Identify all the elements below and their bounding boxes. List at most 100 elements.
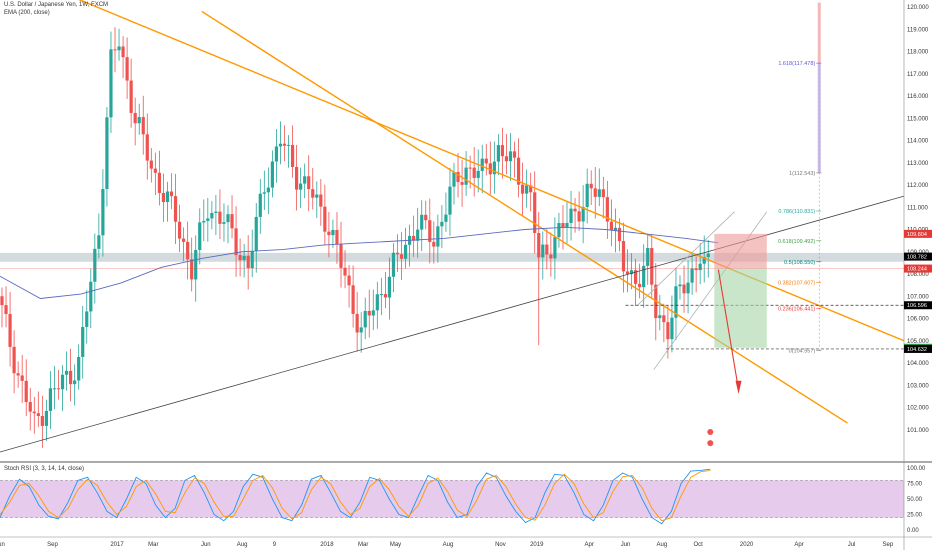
candle-body <box>182 238 186 242</box>
candle-body <box>93 248 97 282</box>
candle-body <box>165 191 170 203</box>
price-tick-label: 106.000 <box>907 317 929 323</box>
candle-body <box>270 161 274 188</box>
stoch-tick-label: 100.00 <box>907 466 926 472</box>
stoch-d-line <box>0 470 711 522</box>
candle-body <box>315 194 319 198</box>
time-tick-label: Apr <box>794 542 803 548</box>
price-background <box>0 0 904 461</box>
symbol-title: U.S. Dollar / Japanese Yen, 1W, FXCM <box>4 2 109 8</box>
candle-body <box>436 226 440 247</box>
candle-body <box>516 157 521 185</box>
candle-body <box>24 380 28 403</box>
fib-level-label: 0.382(107.607) <box>778 281 815 287</box>
price-label-text: 108.244 <box>907 267 927 273</box>
projection-arrowhead <box>735 380 742 395</box>
price-axis[interactable]: 101.000 102.000 103.000 104.000 105.000 106.0… <box>903 0 932 550</box>
candle-body <box>371 310 375 316</box>
candle-body <box>573 208 577 212</box>
candle-body <box>242 255 246 261</box>
candle-body <box>577 211 581 222</box>
candle-body <box>190 259 194 280</box>
candle-body <box>254 216 258 252</box>
candle-body <box>331 229 335 236</box>
candle-body <box>464 167 468 185</box>
candle-body <box>484 158 488 164</box>
fib-level-label: 0.5(108.550) <box>784 260 815 266</box>
candle-body <box>529 185 533 193</box>
candle-body <box>339 244 343 268</box>
price-tick-label: 108.000 <box>907 272 929 278</box>
candle-body <box>343 267 347 276</box>
candle-body <box>186 241 190 260</box>
candle-body <box>250 251 254 269</box>
candle-body <box>20 375 24 381</box>
candle-body <box>177 221 182 239</box>
candle-body <box>210 212 214 219</box>
time-tick-label: Jun <box>621 542 631 548</box>
candle-body <box>16 373 20 376</box>
candle-body <box>597 189 601 197</box>
candle-body <box>702 257 706 264</box>
candle-body <box>561 223 565 228</box>
candle-body <box>282 143 287 146</box>
time-tick-label: May <box>390 542 401 548</box>
time-axis[interactable]: Jun Sep 2017 Mar Jun Aug 9 2018 Mar May Aug Nov 2019… <box>0 536 932 548</box>
price-tick-label: 103.000 <box>907 383 929 389</box>
wedge-line <box>637 211 735 306</box>
candle-body <box>157 172 161 193</box>
event-marker <box>707 428 714 435</box>
candle-body <box>638 283 642 288</box>
support-zone <box>0 252 904 262</box>
time-tick-label: 2019 <box>530 542 544 548</box>
candle-body <box>500 145 505 157</box>
time-tick-label: Sep <box>47 542 58 548</box>
time-tick-label: Nov <box>495 542 506 548</box>
candle-body <box>234 228 238 256</box>
candle-body <box>44 410 48 426</box>
candle-body <box>52 388 57 390</box>
candle-body <box>403 244 408 259</box>
candle-body <box>295 166 299 190</box>
candle-body <box>206 218 210 221</box>
time-tick-label: Jun <box>201 542 211 548</box>
candle-body <box>117 46 121 51</box>
candle-body <box>141 117 145 135</box>
candle-body <box>40 415 44 426</box>
candle-body <box>137 117 141 124</box>
fib-level-label: 1.618(117.478) <box>778 61 815 67</box>
candle-body <box>585 183 589 207</box>
candle-body <box>133 112 137 124</box>
candle-body <box>706 253 710 258</box>
candle-body <box>557 223 561 238</box>
candle-body <box>508 151 513 162</box>
price-label-badge <box>904 252 932 261</box>
ema-200-line <box>0 226 719 299</box>
candle-body <box>698 263 702 271</box>
candle-body <box>0 296 4 306</box>
candle-body <box>601 189 605 198</box>
candle-body <box>545 244 549 255</box>
take-profit-zone <box>714 268 767 348</box>
candle-body <box>12 346 16 374</box>
candle-body <box>125 57 129 81</box>
candle-body <box>569 208 573 223</box>
candle-body <box>609 221 613 231</box>
candle-body <box>541 244 545 258</box>
candle-body <box>476 170 480 178</box>
candle-body <box>266 187 270 193</box>
time-tick-label: Sep <box>883 542 894 548</box>
price-tick-label: 104.000 <box>907 361 929 367</box>
candle-body <box>553 237 557 259</box>
event-marker <box>707 440 714 447</box>
candle-body <box>629 270 634 275</box>
candle-body <box>375 294 379 311</box>
stoch-tick-label: 0.00 <box>907 528 919 534</box>
fib-band-top <box>817 2 821 64</box>
candle-body <box>593 188 597 197</box>
candle-body <box>621 241 626 272</box>
candle-body <box>8 313 12 347</box>
time-tick-label: Jul <box>848 542 856 548</box>
price-tick-label: 107.000 <box>907 294 929 300</box>
candle-body <box>432 241 436 247</box>
